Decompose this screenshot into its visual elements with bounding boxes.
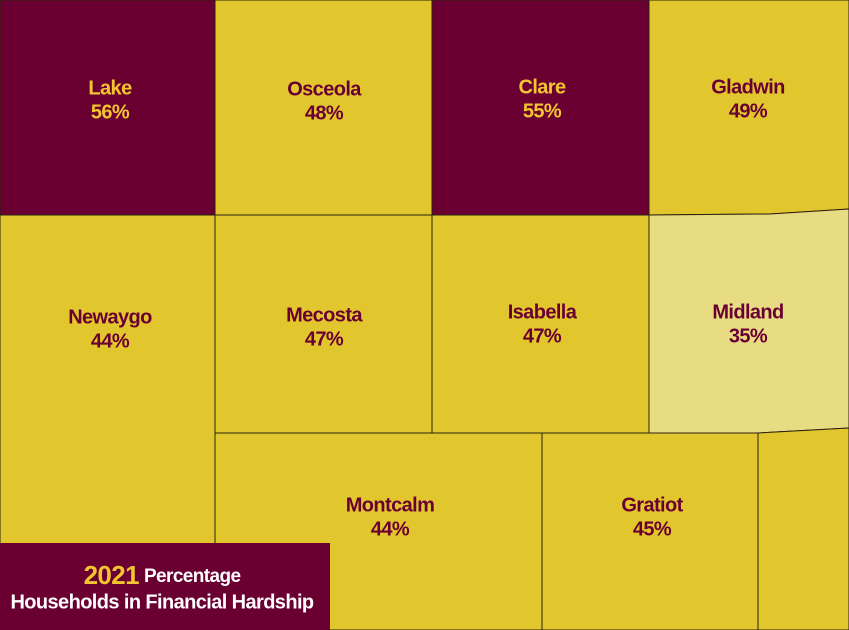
legend-line1: Percentage <box>144 566 240 587</box>
county-name: Midland <box>712 301 783 323</box>
county-name: Mecosta <box>286 304 363 326</box>
county-name: Clare <box>518 76 566 98</box>
county-name: Montcalm <box>346 494 435 516</box>
legend-year: 2021 <box>84 560 140 590</box>
legend-line2: Households in Financial Hardship <box>10 591 313 613</box>
county-percent: 35% <box>729 325 768 347</box>
legend-box <box>0 543 330 630</box>
county-name: Isabella <box>508 301 578 323</box>
legend-title: 2021 Percentage <box>84 560 241 590</box>
county-unlabeled <box>757 427 849 630</box>
county-name: Osceola <box>287 78 362 100</box>
county-percent: 48% <box>305 102 344 124</box>
county-name: Gladwin <box>711 76 785 98</box>
county-percent: 47% <box>305 328 344 350</box>
county-percent: 56% <box>91 101 130 123</box>
county-percent: 55% <box>523 100 562 122</box>
county-name: Newaygo <box>68 306 152 328</box>
county-percent: 49% <box>729 100 768 122</box>
county <box>431 214 650 434</box>
county-name: Lake <box>88 77 132 99</box>
county <box>541 432 759 630</box>
county <box>0 214 216 630</box>
county-percent: 44% <box>91 330 130 352</box>
county-percent: 44% <box>371 518 410 540</box>
county-percent: 47% <box>523 325 562 347</box>
county-name: Gratiot <box>621 494 683 516</box>
county-percent: 45% <box>633 518 672 540</box>
